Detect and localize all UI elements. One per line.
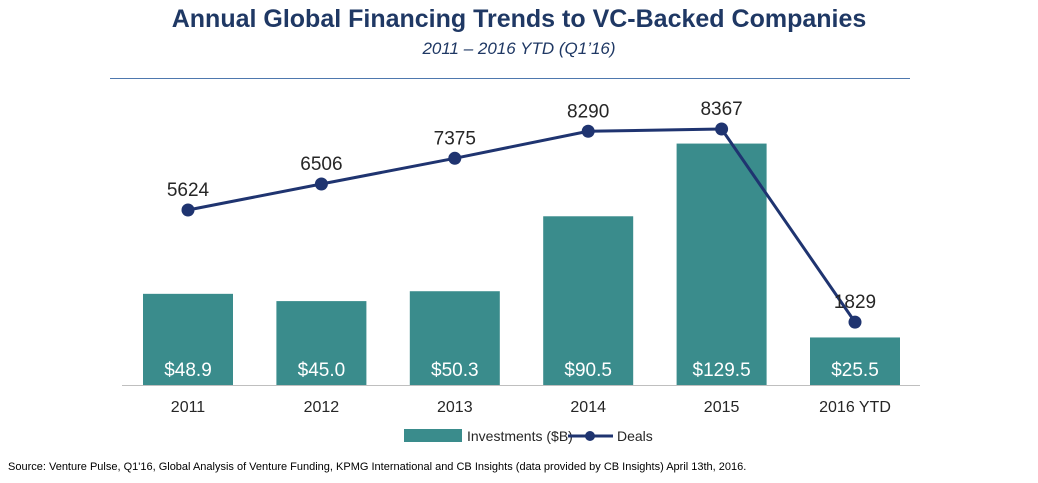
x-tick-label: 2014 (570, 399, 606, 416)
source-note: Source: Venture Pulse, Q1'16, Global Ana… (8, 461, 747, 473)
legend-label-investments: Investments ($B) (467, 428, 573, 444)
deals-value-label: 7375 (434, 128, 476, 149)
chart-title: Annual Global Financing Trends to VC-Bac… (171, 5, 867, 33)
title-divider (110, 78, 910, 79)
bar-value-label: $50.3 (431, 360, 479, 381)
bar-2016-ytd (810, 337, 900, 385)
x-tick-label: 2011 (171, 399, 206, 416)
deals-point (848, 315, 862, 329)
deals-value-label: 1829 (834, 292, 876, 313)
legend-swatch-investments (404, 429, 462, 442)
deals-point (715, 122, 729, 136)
deals-value-label: 6506 (300, 154, 342, 175)
x-tick-label: 2015 (704, 399, 740, 416)
chart-subtitle: 2011 – 2016 YTD (Q1’16) (422, 39, 616, 58)
bar-value-label: $48.9 (164, 360, 212, 381)
legend-marker-deals (585, 431, 595, 441)
bar-2015 (676, 143, 767, 385)
bar-2011 (143, 293, 233, 385)
bar-2014 (543, 216, 634, 385)
deals-line (187, 127, 857, 323)
bar-value-label: $129.5 (693, 360, 751, 381)
deals-value-label: 8290 (567, 101, 609, 122)
legend-label-deals: Deals (617, 428, 653, 444)
x-tick-label: 2013 (437, 399, 473, 416)
deals-value-label: 8367 (700, 99, 742, 120)
bar-value-label: $25.5 (831, 360, 879, 381)
x-tick-label: 2012 (304, 399, 340, 416)
bar-value-label: $90.5 (564, 360, 612, 381)
deals-point (581, 124, 595, 138)
bar-2012 (276, 301, 367, 385)
x-tick-label: 2016 YTD (819, 399, 891, 416)
deals-point (448, 151, 462, 165)
bar-2013 (409, 291, 500, 385)
deals-point (181, 203, 195, 217)
deals-value-label: 5624 (167, 180, 210, 201)
bar-value-label: $45.0 (298, 360, 346, 381)
deals-point (314, 177, 328, 191)
